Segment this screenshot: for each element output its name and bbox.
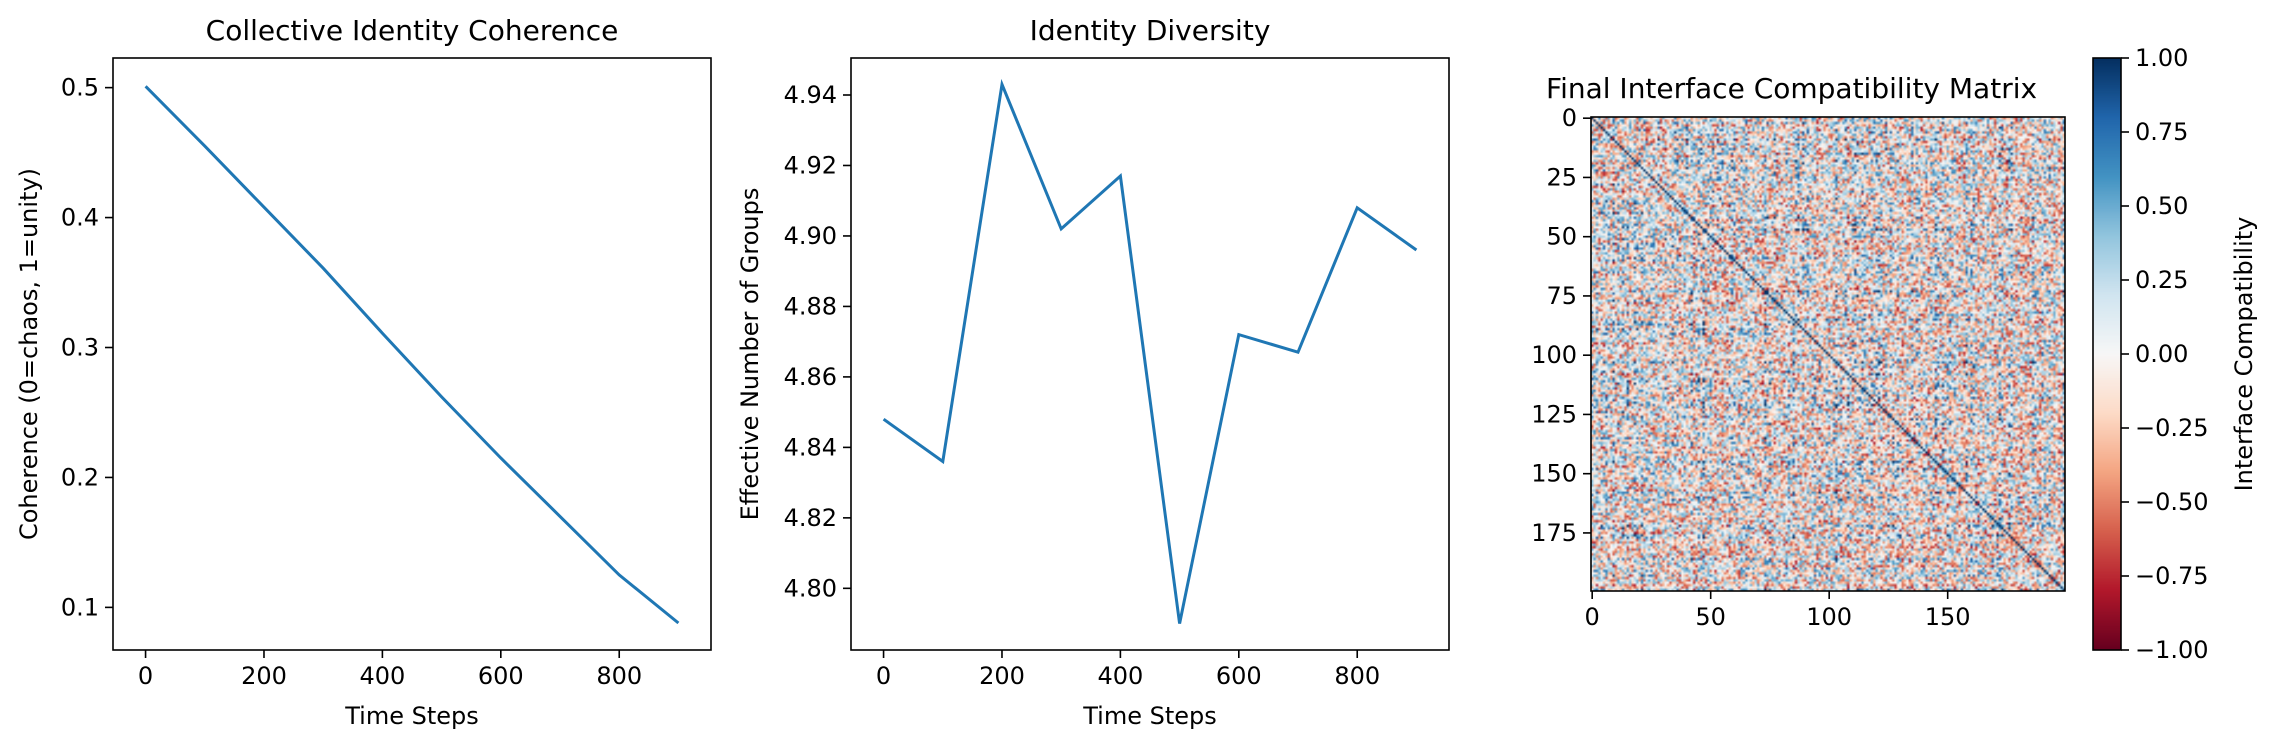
diversity-x-tick-label: 800	[1334, 662, 1380, 690]
heatmap-y-tick-label: 75	[1546, 282, 1577, 310]
coherence-y-ticks: 0.1 0.2 0.3 0.4 0.5	[61, 74, 113, 621]
colorbar-tick-label: 0.00	[2135, 340, 2188, 368]
coherence-x-tick-label: 0	[138, 662, 153, 690]
diversity-x-tick-label: 0	[876, 662, 891, 690]
colorbar-ticks: 1.00 0.75 0.50 0.25 0.00 −0.25 −0.50 −0.75 −1.00	[2121, 44, 2209, 664]
coherence-y-tick-label: 0.4	[61, 204, 99, 232]
diversity-y-tick-label: 4.92	[784, 151, 837, 179]
heatmap-y-tick-label: 100	[1531, 341, 1577, 369]
heatmap-x-tick-label: 0	[1585, 603, 1600, 631]
coherence-chart-title: Collective Identity Coherence	[206, 14, 619, 47]
diversity-chart-title: Identity Diversity	[1030, 14, 1271, 47]
coherence-y-tick-label: 0.2	[61, 463, 99, 491]
colorbar-gradient	[2093, 58, 2121, 650]
coherence-x-tick-label: 600	[478, 662, 524, 690]
diversity-series-line	[882, 78, 1418, 624]
colorbar-tick-label: −1.00	[2135, 636, 2209, 664]
diversity-y-tick-label: 4.94	[784, 81, 837, 109]
colorbar-tick-label: −0.25	[2135, 414, 2209, 442]
coherence-y-tick-label: 0.5	[61, 74, 99, 102]
diversity-y-tick-label: 4.82	[784, 504, 837, 532]
coherence-x-ticks: 0 200 400 600 800	[138, 650, 642, 690]
colorbar-tick-label: 0.75	[2135, 118, 2188, 146]
diversity-x-ticks: 0 200 400 600 800	[876, 650, 1380, 690]
diversity-plot-frame	[850, 57, 1450, 651]
coherence-y-axis-label: Coherence (0=chaos, 1=unity)	[15, 168, 43, 540]
diversity-y-axis-label: Effective Number of Groups	[736, 188, 764, 521]
colorbar-tick-label: 0.25	[2135, 266, 2188, 294]
coherence-x-tick-label: 200	[241, 662, 287, 690]
diversity-x-tick-label: 400	[1097, 662, 1143, 690]
coherence-x-tick-label: 400	[359, 662, 405, 690]
diversity-y-tick-label: 4.86	[784, 363, 837, 391]
heatmap-title: Final Interface Compatibility Matrix	[1546, 72, 2037, 105]
coherence-plot-frame	[112, 57, 712, 651]
heatmap-y-tick-label: 150	[1531, 460, 1577, 488]
heatmap-frame	[1590, 116, 2066, 592]
heatmap-image	[1591, 117, 2065, 591]
diversity-chart: Identity Diversity 0 200 400 600 800 4.804.8…	[736, 14, 1450, 730]
diversity-x-axis-label: Time Steps	[1082, 702, 1217, 730]
diversity-y-ticks: 4.80 4.82 4.84 4.86 4.88 4.90 4.92 4.94	[784, 81, 851, 602]
heatmap-y-ticks: 0 25 50 75 100 125 150 175	[1531, 104, 1591, 547]
diversity-y-tick-label: 4.90	[784, 222, 837, 250]
colorbar-tick-label: −0.75	[2135, 562, 2209, 590]
compatibility-heatmap: 0 50 100 150 0 25 50 75 100 125 150 175 Final Inte…	[1531, 72, 2066, 631]
colorbar-tick-label: 0.50	[2135, 192, 2188, 220]
colorbar: 1.00 0.75 0.50 0.25 0.00 −0.25 −0.50 −0.75 −1.00…	[2092, 44, 2258, 664]
colorbar-label: Interface Compatibility	[2230, 217, 2258, 492]
coherence-chart: Collective Identity Coherence 0 200 400 600…	[15, 14, 712, 730]
coherence-y-tick-label: 0.1	[61, 593, 99, 621]
heatmap-y-tick-label: 50	[1546, 223, 1577, 251]
coherence-y-tick-label: 0.3	[61, 334, 99, 362]
heatmap-x-tick-label: 50	[1695, 603, 1726, 631]
coherence-x-axis-label: Time Steps	[344, 702, 479, 730]
heatmap-y-tick-label: 25	[1546, 163, 1577, 191]
diversity-y-tick-label: 4.88	[784, 292, 837, 320]
heatmap-x-tick-label: 100	[1806, 603, 1852, 631]
colorbar-tick-label: 1.00	[2135, 44, 2188, 72]
colorbar-tick-label: −0.50	[2135, 488, 2209, 516]
heatmap-x-ticks: 0 50 100 150	[1585, 591, 1971, 631]
diversity-y-tick-label: 4.84	[784, 433, 837, 461]
heatmap-x-tick-label: 150	[1925, 603, 1971, 631]
coherence-series-line	[144, 85, 680, 625]
diversity-y-tick-label: 4.80	[784, 574, 837, 602]
heatmap-y-tick-label: 0	[1562, 104, 1577, 132]
diversity-x-tick-label: 600	[1216, 662, 1262, 690]
coherence-x-tick-label: 800	[596, 662, 642, 690]
heatmap-y-tick-label: 175	[1531, 519, 1577, 547]
diversity-x-tick-label: 200	[979, 662, 1025, 690]
heatmap-y-tick-label: 125	[1531, 400, 1577, 428]
